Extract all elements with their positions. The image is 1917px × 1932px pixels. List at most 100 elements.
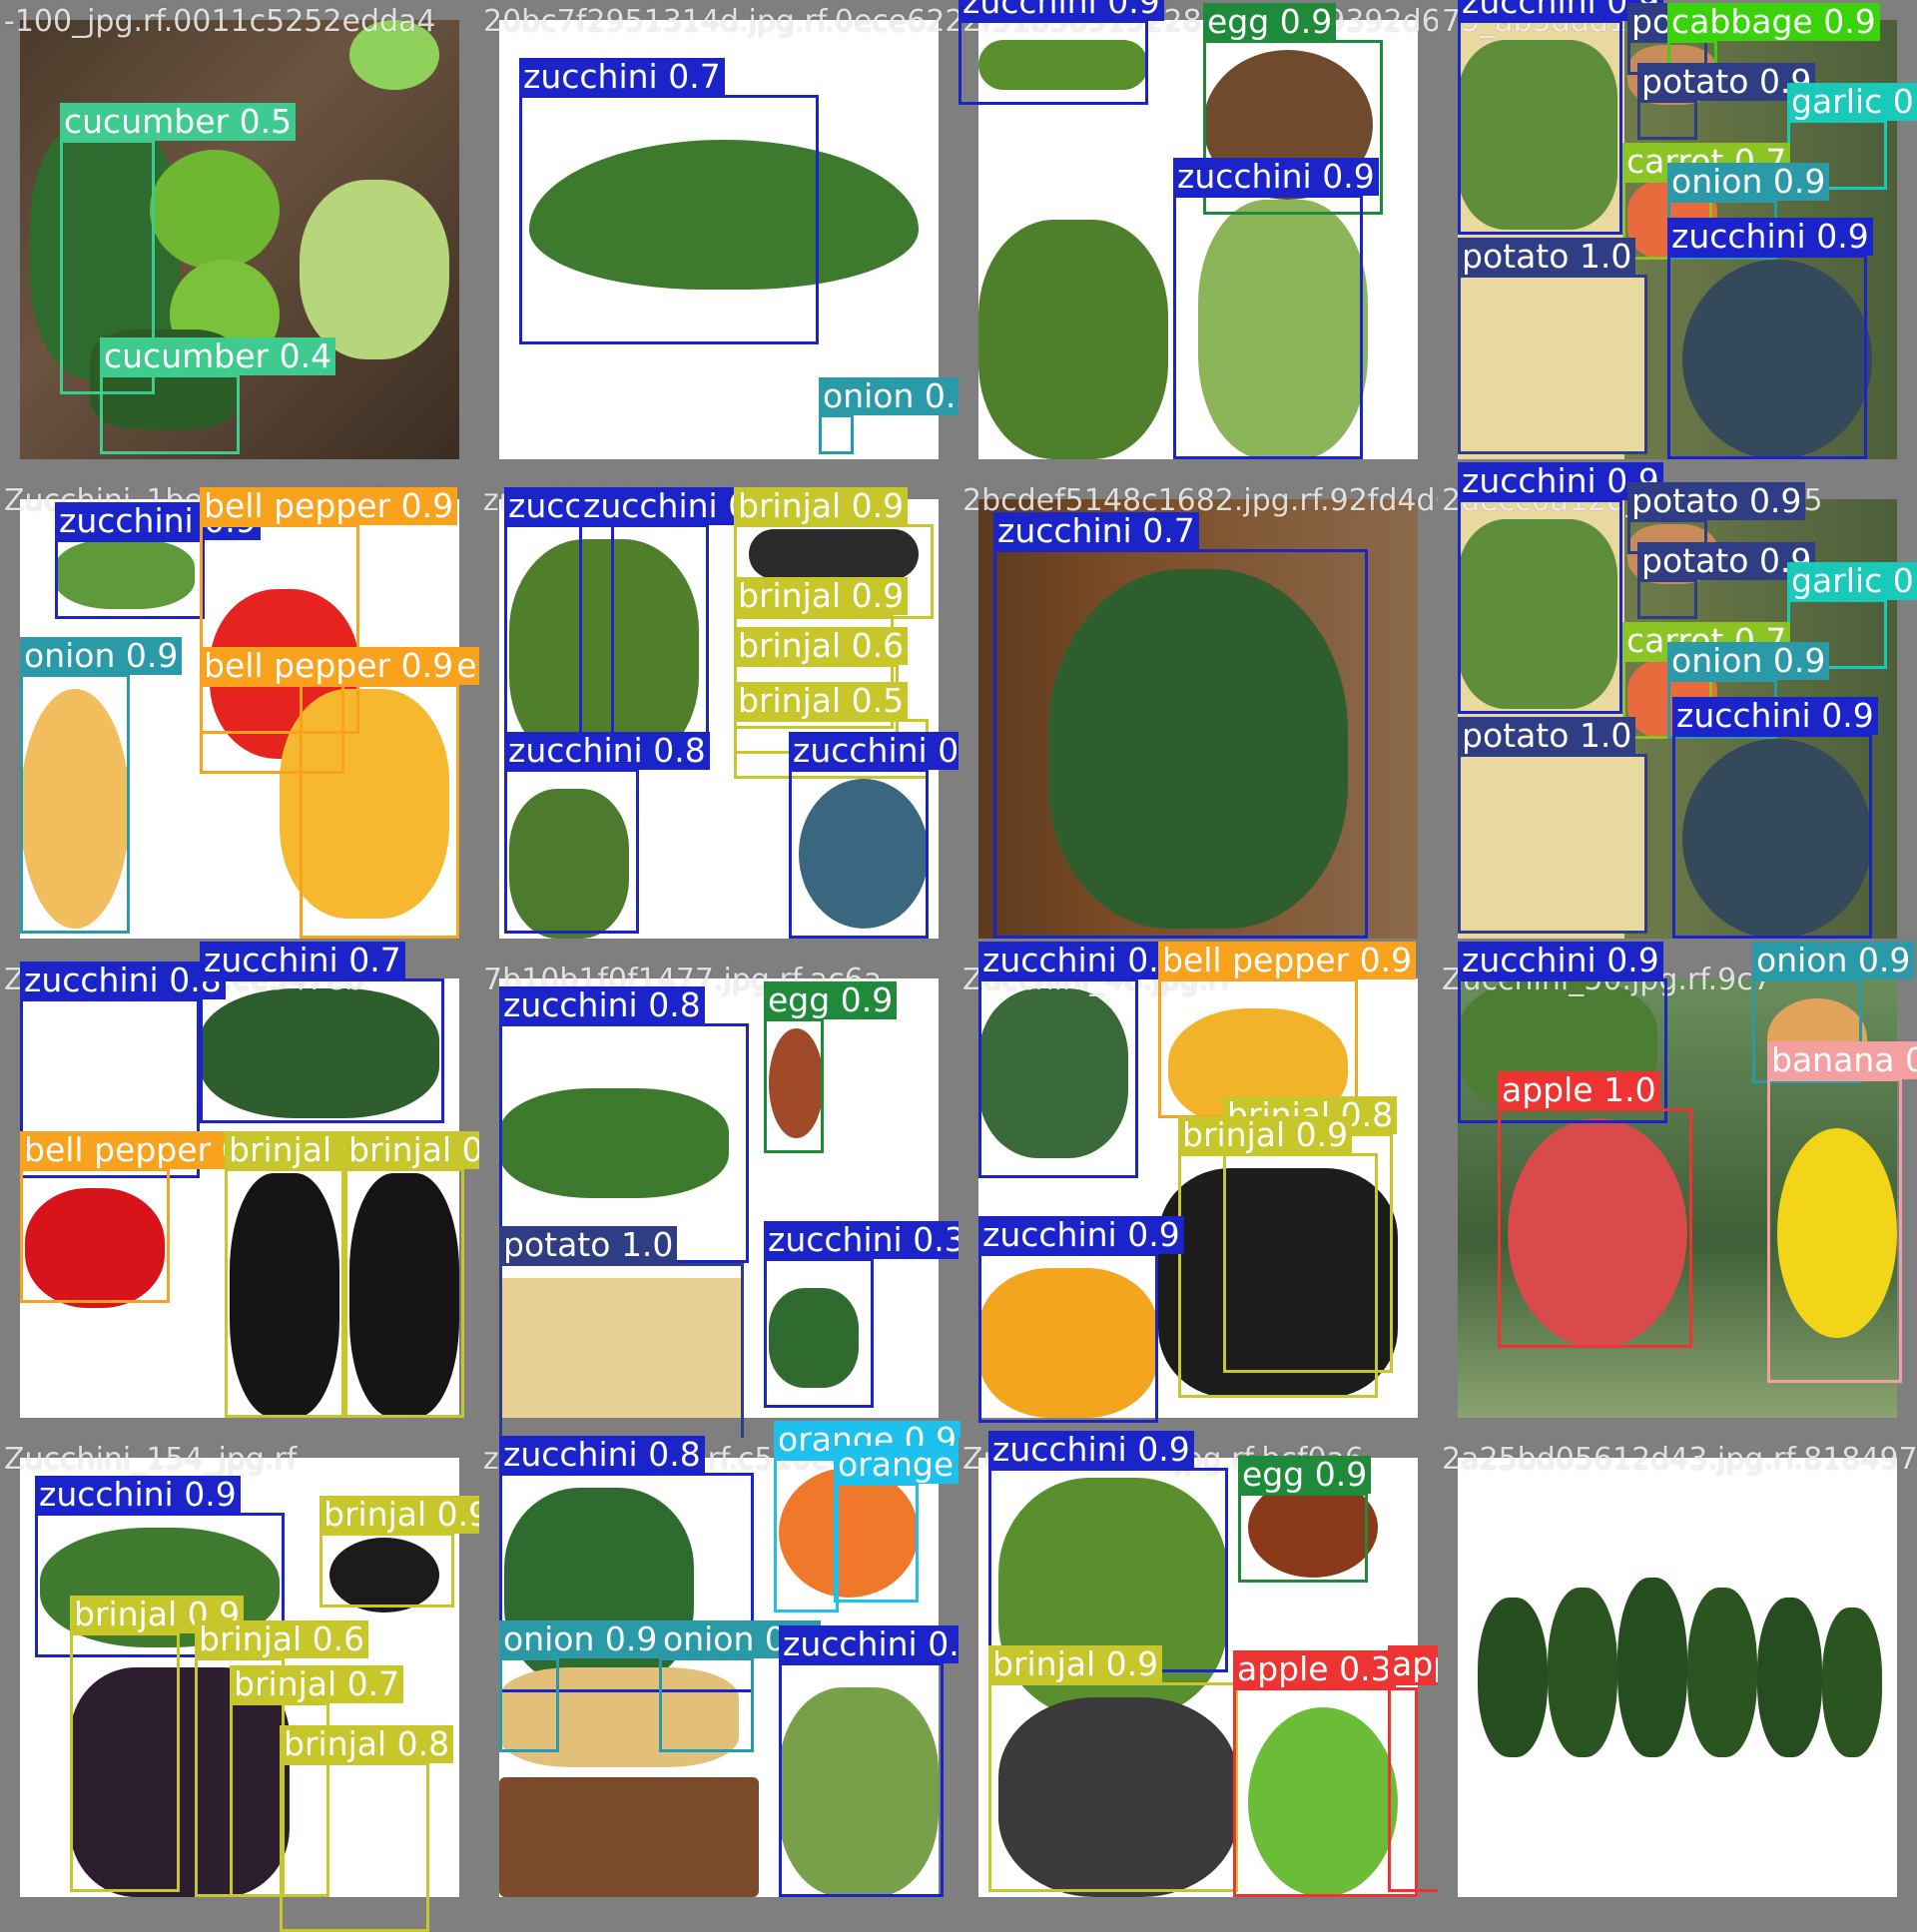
bbox-class: zucchini [982, 1215, 1117, 1254]
produce-shape [978, 988, 1128, 1158]
bbox-class: potato [1462, 716, 1570, 755]
bbox-score: 0.7 [346, 1664, 400, 1703]
bbox-label: zucchini 0.9 [1173, 158, 1379, 196]
bbox-label: potato 1.0 [1458, 237, 1636, 276]
bbox-label: zucchini 0.9 [779, 1625, 984, 1663]
bbox-score: 0.9 [1892, 82, 1917, 121]
bbox-class: brinjal [1182, 1115, 1286, 1154]
bbox-score: 0.9 [1314, 1455, 1368, 1494]
bbox-class: brinjal [234, 1664, 337, 1703]
bbox-label: potato 1.0 [1458, 716, 1636, 755]
bbox-onion: onion 0.5 [819, 377, 981, 454]
bbox-brinjal: brinjal 0.6 [195, 1620, 369, 1897]
bbox-score: 1.0 [1579, 237, 1632, 276]
bbox-brinjal: brinjal 0.9 [344, 1131, 519, 1418]
bbox-zucchini: zucchini 0.9 [35, 1476, 285, 1657]
bbox-zucchini: zucchini 0.7 [200, 942, 444, 1123]
bbox-score: 0.9 [125, 636, 179, 675]
bbox-label: zucchini 0.9 [978, 942, 1184, 979]
bbox-label: brinjal 0.9 [734, 576, 909, 615]
bbox-label: zucchini 0.3 [764, 1221, 969, 1259]
produce-shape [978, 220, 1168, 459]
bbox-score: 0.9 [1772, 162, 1826, 201]
bbox-label: potato 0.9 [1627, 482, 1806, 520]
bbox-zucchini: zucchini 0.9 [1672, 697, 1878, 939]
bbox-class: cucumber [104, 336, 270, 375]
bbox-class: bell pepper [24, 1130, 212, 1169]
bbox-label: zucchini 0.8 [504, 732, 710, 770]
tile-photo [499, 1458, 939, 1897]
tile-photo [978, 20, 1418, 459]
produce-shape [70, 1667, 290, 1897]
bbox-zucchini: zucchini 0.9 [779, 1625, 984, 1897]
bbox-label: zucchini 0.9 [1458, 462, 1663, 500]
bbox-label: bell pepper 0.9 [200, 647, 458, 685]
mosaic-tile: zucc_8250.jpg.rf.c510e4dzucchini 0.8oran… [479, 1421, 1021, 1917]
produce-shape [25, 1188, 165, 1308]
bbox-class: onion [1671, 641, 1763, 680]
bbox-class: potato [503, 1225, 611, 1264]
bbox-label: onion 0.5 [819, 377, 981, 415]
mosaic-tile: 2f51b36915228.jpg.rf.af9392d6 zucchini 0.… [958, 0, 1441, 479]
bbox-score: 0.9 [851, 576, 905, 615]
bbox-label: brinjal 0.9 [988, 1644, 1163, 1683]
bbox-class: cabbage [1671, 2, 1813, 41]
bbox-class: brinjal [348, 1130, 452, 1169]
bbox-class: brinjal [229, 1130, 332, 1169]
bbox-score: 0.9 [1127, 1215, 1180, 1254]
bbox-zucchini: zucchini 0.9 [988, 1431, 1228, 1672]
bbox-score: 0.3 [913, 1220, 965, 1259]
bbox-class: zucchini [503, 985, 638, 1024]
bbox-class: orange [838, 1445, 955, 1484]
bbox-zucchini: zucchini 0.7 [993, 512, 1368, 939]
bbox-potato: potato 0.9 [1637, 63, 1816, 140]
bbox-class: brinjal [738, 576, 842, 615]
produce-shape [1158, 1168, 1398, 1398]
bbox-label: brinjal 0.8 [280, 1725, 454, 1763]
bbox-onion: onion 0.9 [1667, 642, 1830, 739]
bbox-label: brinjal 0.9 [320, 1496, 494, 1534]
bbox-label: cabbage 0.9 [1667, 3, 1880, 41]
bbox-class: egg [1207, 2, 1270, 41]
bbox-zucchini: zucchini 0.9 [978, 1216, 1184, 1423]
bbox-potato: potato 0.9 [1627, 482, 1806, 554]
bbox-score: 0.5 [851, 681, 905, 720]
tile-photo [20, 978, 459, 1418]
produce-shape [1822, 1608, 1882, 1757]
bbox-class: brinjal [738, 681, 842, 720]
bbox-class: zucchini [982, 941, 1117, 979]
bbox-class: apple [1237, 1649, 1329, 1688]
bbox-bell-pepper: bell pepper 0.9 [200, 487, 458, 734]
bbox-class: brinjal [992, 1644, 1096, 1683]
bbox-score: 0.8 [653, 731, 706, 770]
bbox-zucchini: zucchini 0.7 [519, 58, 819, 344]
bbox-class: bell pepper [204, 486, 391, 525]
produce-shape [55, 539, 195, 609]
produce-shape [1548, 1588, 1617, 1757]
produce-shape [1458, 754, 1647, 934]
bbox-class: brinjal [738, 626, 842, 665]
bbox-class: garlic [1791, 82, 1883, 121]
bbox-score: 0.9 [1821, 696, 1874, 735]
bbox-label: zucchini 0.9 [978, 1216, 1184, 1254]
produce-shape [1682, 739, 1872, 939]
produce-shape [280, 689, 449, 919]
mosaic-tile: -100_jpg.rf.0011c5252edda4 cucumber 0.5 cu… [0, 0, 479, 479]
produce-shape [349, 1173, 459, 1418]
bbox-egg: egg 0.9 [1238, 1456, 1372, 1583]
bbox-score: 0.9 [1322, 157, 1375, 196]
bbox-label: zucchini 0.9 [35, 1476, 241, 1514]
bbox-class: potato [1641, 541, 1749, 580]
bbox-score: 0.9 [604, 1619, 658, 1658]
bbox-label: zucchini 0.8 [499, 1436, 705, 1474]
mosaic-tile: Zucchini_50.jpg.rf.9c7 zucchini 0.9 onion … [1438, 942, 1917, 1438]
bbox-zucchini: zucchini 0.8 [789, 732, 994, 939]
bbox-brinjal: brinjal 0.5 [734, 682, 929, 779]
bbox-class: brinjal [74, 1595, 178, 1633]
produce-shape [1478, 1598, 1548, 1757]
mosaic-tile: Zucchini_jpg.rf.ee547ebzucchini 0.8zucch… [0, 942, 519, 1438]
produce-shape [769, 1288, 859, 1388]
